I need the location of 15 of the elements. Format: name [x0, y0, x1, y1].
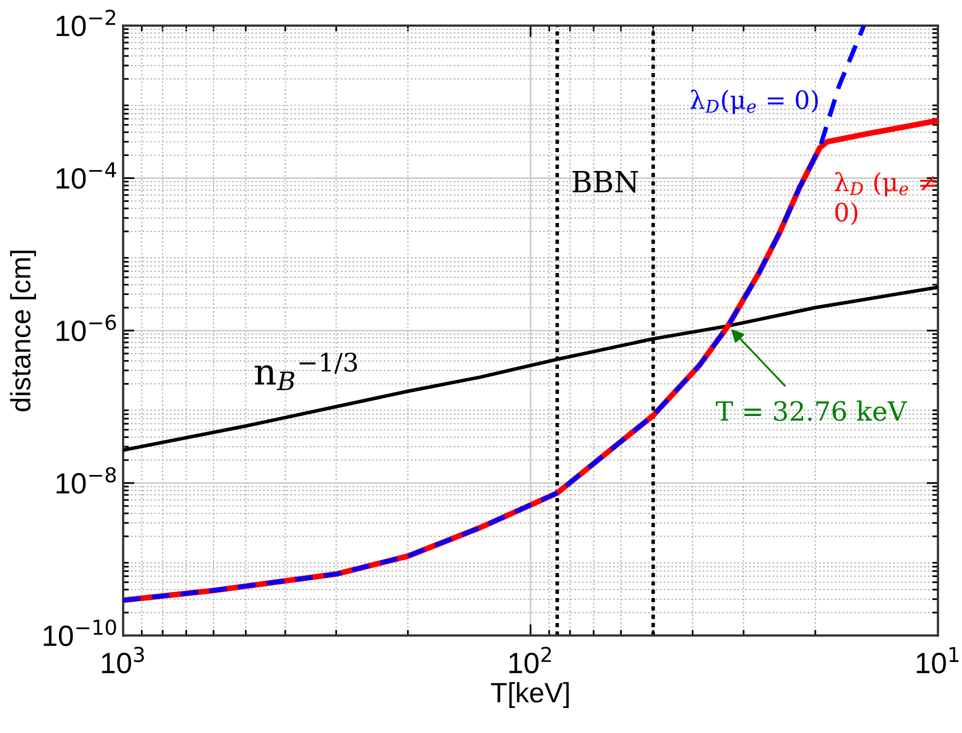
annotation: T = 32.76 keV: [716, 400, 908, 421]
x-tick-label: 10$^{1}$: [916, 647, 958, 674]
x-tick-label: 10$^{2}$: [509, 646, 551, 674]
y-tick-label: 10$^{−6}$: [56, 314, 116, 342]
text: λ$_{D}$ (μ$_{e}$ ≠ 0): [834, 172, 936, 226]
x-tick-label: 10$^{3}$: [102, 646, 144, 674]
annotation: BBN: [572, 171, 638, 193]
y-tick-label: 10$^{−8}$: [56, 467, 116, 494]
y-tick-label: 10$^{−2}$: [56, 10, 116, 36]
series-label: n$_{B}$$^{−1/3}$: [254, 352, 357, 390]
x-axis-title: T[keV]: [491, 682, 569, 708]
y-tick-label: 10$^{−4}$: [56, 162, 116, 189]
y-tick-label: 10$^{−10}$: [44, 620, 116, 646]
y-axis-title: distance [cm]: [10, 250, 36, 412]
series-label: λ$_{D}$(μ$_{e}$ = 0): [690, 90, 818, 114]
